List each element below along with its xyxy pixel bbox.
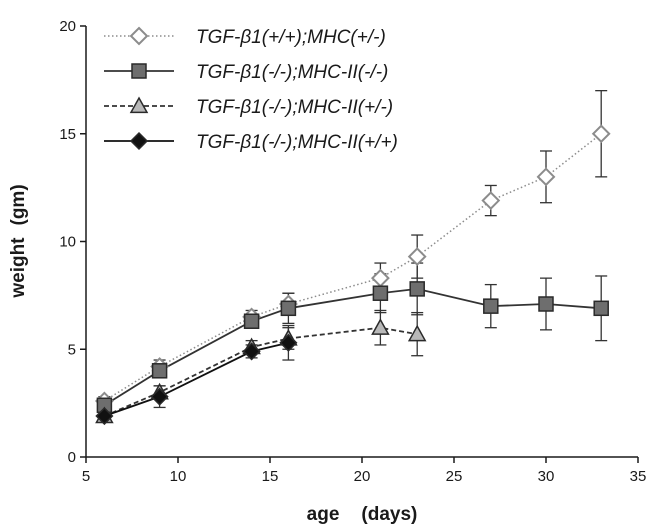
x-axis-title: age (days) <box>307 504 418 525</box>
legend-label: TGF-β1(+/+);MHC(+/-) <box>196 27 386 48</box>
data-point-series-4 <box>279 333 298 352</box>
series-markers <box>94 124 611 426</box>
x-tick-label: 35 <box>630 468 647 485</box>
legend-item: TGF-β1(+/+);MHC(+/-) <box>104 26 386 48</box>
legend-marker <box>129 131 149 151</box>
legend-item: TGF-β1(-/-);MHC-II(+/+) <box>104 131 398 153</box>
x-axis-title-label: age <box>307 504 340 525</box>
data-point-series-2 <box>372 285 389 301</box>
data-point-series-2 <box>280 300 297 317</box>
data-point-series-1 <box>407 247 427 266</box>
data-point-series-1 <box>591 124 611 144</box>
y-tick-label: 20 <box>59 18 76 35</box>
data-point-series-3 <box>371 318 390 335</box>
x-axis-title-unit: (days) <box>361 504 417 525</box>
y-tick-label: 0 <box>68 449 76 466</box>
legend-marker <box>131 63 147 79</box>
y-axis-title: weight (gm) <box>8 184 29 298</box>
data-point-series-1 <box>536 167 556 187</box>
data-point-series-4 <box>95 406 114 426</box>
y-axis-title-unit: (gm) <box>8 184 29 225</box>
x-tick-label: 20 <box>354 468 371 485</box>
legend: TGF-β1(+/+);MHC(+/-) TGF-β1(-/-);MHC-II(-… <box>104 26 398 153</box>
data-point-series-2 <box>243 313 260 329</box>
y-tick-label: 5 <box>68 341 76 358</box>
y-axis-title-label: weight <box>8 237 29 299</box>
legend-label: TGF-β1(-/-);MHC-II(-/-) <box>196 62 388 83</box>
y-tick-label: 10 <box>59 234 76 251</box>
x-tick-label: 5 <box>82 468 90 485</box>
data-point-series-1 <box>481 191 501 210</box>
data-point-series-2 <box>151 363 168 379</box>
series-line-4 <box>104 341 289 417</box>
data-point-series-4 <box>242 342 261 361</box>
data-point-series-3 <box>407 324 427 342</box>
data-point-series-1 <box>370 268 390 288</box>
data-point-series-2 <box>538 296 554 312</box>
series-lines <box>103 133 602 417</box>
legend-label: TGF-β1(-/-);MHC-II(+/-) <box>196 97 393 118</box>
x-tick-label: 15 <box>262 468 279 485</box>
legend-label: TGF-β1(-/-);MHC-II(+/+) <box>196 132 398 153</box>
data-point-series-2 <box>593 300 609 317</box>
data-point-series-2 <box>483 298 499 314</box>
data-point-series-2 <box>409 281 425 297</box>
legend-marker <box>129 26 149 46</box>
data-point-series-4 <box>150 387 169 406</box>
x-tick-label: 25 <box>446 468 463 485</box>
x-tick-label: 30 <box>538 468 555 485</box>
series-line-3 <box>104 326 418 417</box>
legend-item: TGF-β1(-/-);MHC-II(+/-) <box>104 96 393 118</box>
y-tick-label: 15 <box>59 126 76 143</box>
legend-marker <box>129 96 149 114</box>
legend-item: TGF-β1(-/-);MHC-II(-/-) <box>104 62 388 83</box>
x-tick-label: 10 <box>170 468 187 485</box>
